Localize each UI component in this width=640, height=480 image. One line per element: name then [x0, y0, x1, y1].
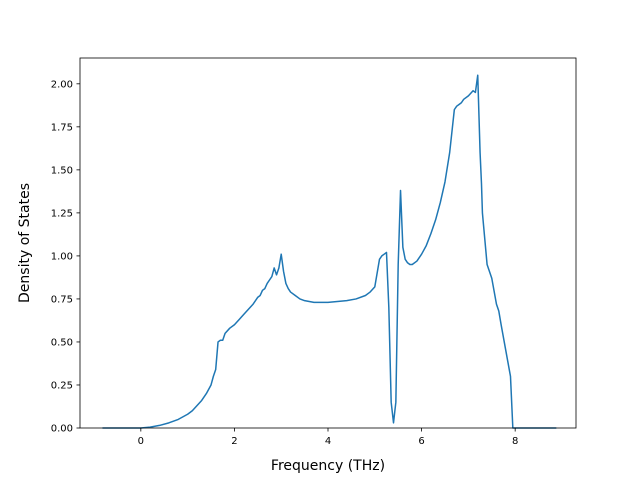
y-tick-label: 0.50: [51, 337, 73, 348]
x-axis-label: Frequency (THz): [271, 458, 385, 474]
x-tick-label: 8: [512, 436, 518, 447]
x-tick-label: 0: [138, 436, 144, 447]
x-tick-label: 6: [418, 436, 424, 447]
y-tick-label: 1.50: [51, 165, 73, 176]
y-axis-label: Density of States: [17, 183, 33, 303]
x-axis-ticks: 0 2 4 6 8: [138, 428, 518, 447]
y-tick-label: 0.75: [51, 294, 73, 305]
y-tick-label: 0.25: [51, 380, 73, 391]
y-axis-ticks: 0.00 0.25 0.50 0.75 1.00 1.25 1.50 1.75 2.00: [51, 79, 80, 435]
y-tick-label: 1.00: [51, 251, 73, 262]
y-tick-label: 2.00: [51, 79, 73, 90]
y-tick-label: 1.75: [51, 122, 73, 133]
dos-line: [102, 74, 557, 429]
y-tick-label: 0.00: [51, 424, 73, 435]
plot-area: [102, 74, 557, 429]
x-tick-label: 2: [231, 436, 237, 447]
y-tick-label: 1.25: [51, 208, 73, 219]
x-tick-label: 4: [325, 436, 331, 447]
